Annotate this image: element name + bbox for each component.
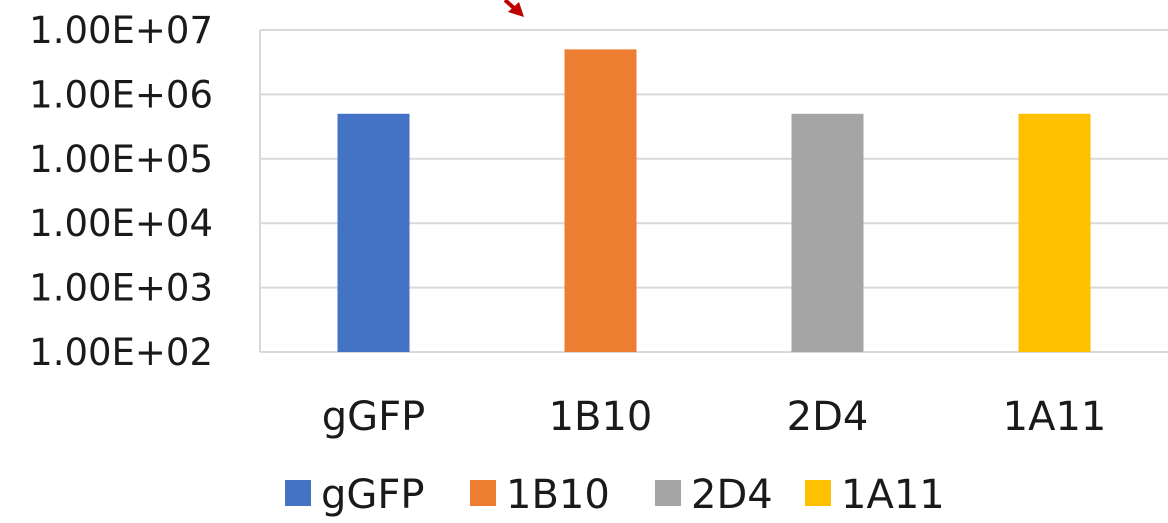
y-tick-label: 1.00E+03 xyxy=(29,267,213,310)
y-tick-label: 1.00E+05 xyxy=(29,138,213,181)
bar-2d4 xyxy=(791,113,864,352)
y-tick-label: 1.00E+02 xyxy=(29,331,213,374)
y-axis-tick-labels: 1.00E+02 1.00E+03 1.00E+04 1.00E+05 1.00E+06… xyxy=(29,9,213,374)
legend-swatch-2d4 xyxy=(655,480,681,506)
legend-swatch-1b10 xyxy=(470,480,496,506)
x-category-label: 2D4 xyxy=(787,394,869,440)
bar-1a11 xyxy=(1018,113,1091,352)
x-axis-category-labels: gGFP 1B10 2D4 1A11 xyxy=(322,394,1107,440)
legend-swatch-1a11 xyxy=(805,480,831,506)
annotation-arrow xyxy=(503,0,524,17)
legend-label: 2D4 xyxy=(691,472,773,518)
legend-swatch-ggfp xyxy=(285,480,311,506)
y-tick-label: 1.00E+04 xyxy=(29,202,213,245)
x-category-label: 1A11 xyxy=(1003,394,1107,440)
annotation-arrow-head xyxy=(508,2,524,17)
x-category-label: gGFP xyxy=(322,394,426,440)
legend-label: 1B10 xyxy=(506,472,610,518)
legend-label: 1A11 xyxy=(841,472,945,518)
x-category-label: 1B10 xyxy=(549,394,653,440)
bar-1b10 xyxy=(564,49,637,353)
bars xyxy=(337,49,1091,353)
y-tick-label: 1.00E+07 xyxy=(29,9,213,52)
legend-label: gGFP xyxy=(321,472,425,518)
y-tick-label: 1.00E+06 xyxy=(29,73,213,116)
legend: gGFP 1B10 2D4 1A11 xyxy=(285,472,945,518)
bar-ggfp xyxy=(337,113,410,352)
gridlines xyxy=(259,29,1168,353)
